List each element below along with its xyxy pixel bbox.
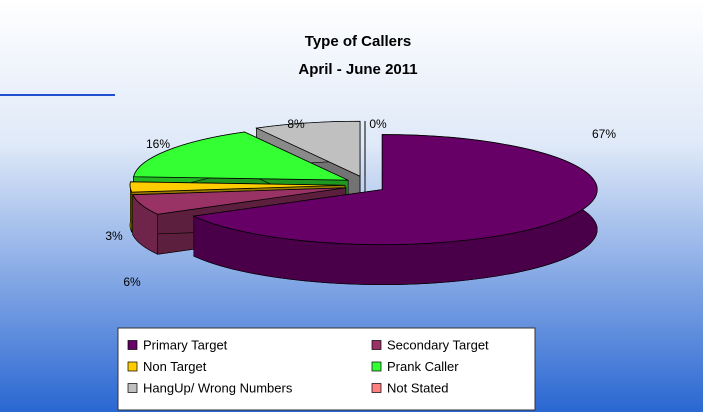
chart-subtitle: April - June 2011 bbox=[298, 61, 417, 78]
legend-swatch bbox=[127, 340, 138, 350]
data-label: 67% bbox=[592, 127, 616, 141]
legend-swatch bbox=[127, 383, 138, 393]
legend-swatch bbox=[371, 361, 382, 372]
slice bbox=[132, 187, 347, 215]
legend-swatch bbox=[371, 340, 382, 350]
legend-label: Prank Caller bbox=[387, 359, 459, 374]
slice bbox=[133, 131, 349, 181]
data-label: 6% bbox=[123, 275, 141, 289]
data-label: 16% bbox=[146, 137, 170, 151]
slice bbox=[129, 181, 346, 193]
pie: 67% 6% 3% 16% 8% 0% bbox=[105, 117, 616, 289]
legend-label: HangUp/ Wrong Numbers bbox=[143, 380, 293, 395]
data-label: 0% bbox=[369, 117, 387, 131]
legend-label: Non Target bbox=[143, 359, 207, 374]
legend: Primary Target Secondary Target Non Target… bbox=[127, 337, 489, 395]
data-label: 8% bbox=[287, 117, 305, 131]
legend-swatch bbox=[371, 383, 382, 393]
legend-label: Primary Target bbox=[143, 337, 228, 352]
chart-title: Type of Callers bbox=[305, 33, 411, 50]
slice bbox=[192, 134, 598, 245]
legend-label: Secondary Target bbox=[387, 337, 489, 352]
data-label: 3% bbox=[105, 229, 123, 243]
slice bbox=[255, 120, 361, 177]
legend-label: Not Stated bbox=[387, 380, 448, 395]
legend-box bbox=[117, 327, 536, 411]
legend-swatch bbox=[127, 361, 138, 372]
